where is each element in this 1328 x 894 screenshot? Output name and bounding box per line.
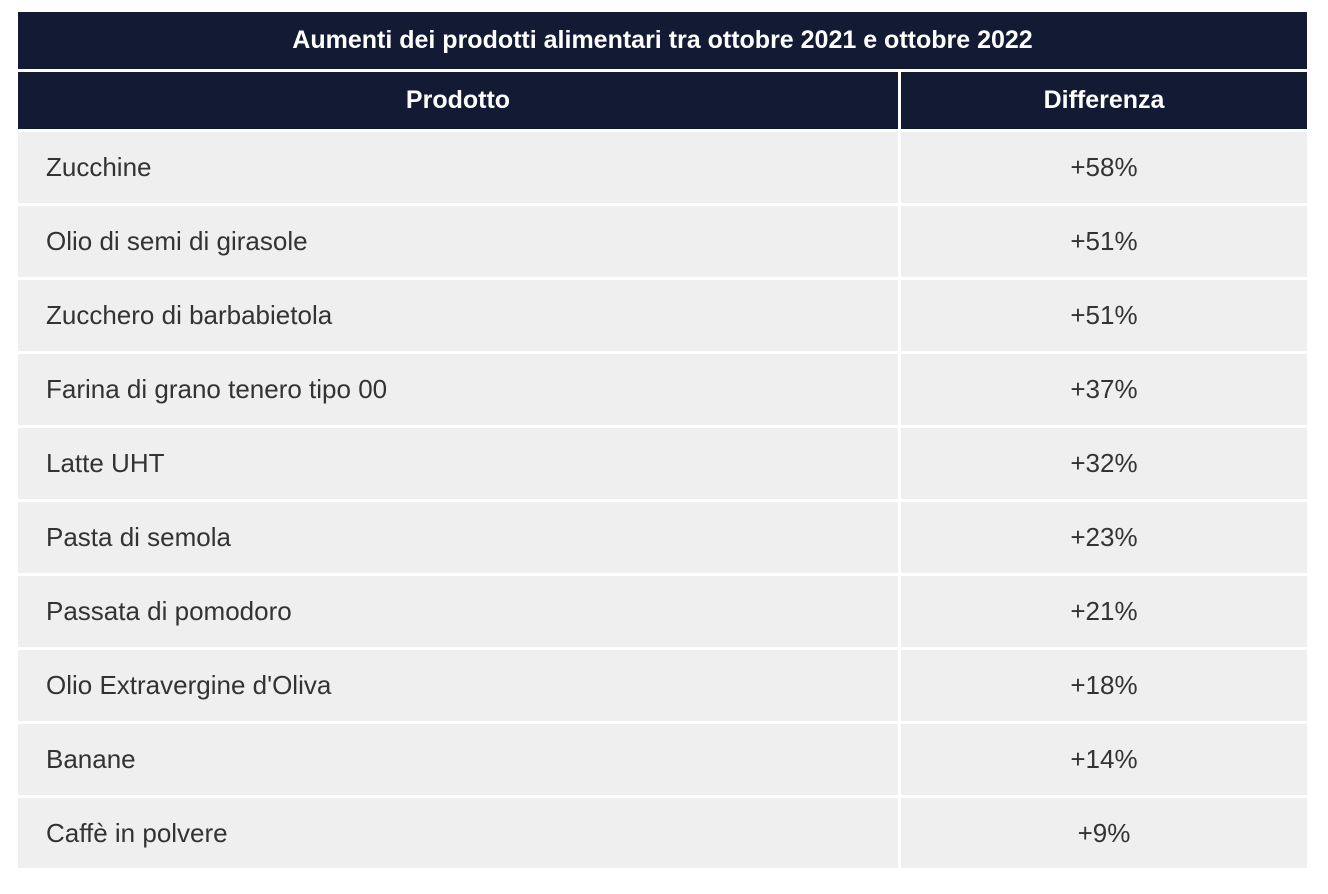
product-cell: Banane bbox=[18, 724, 898, 795]
table-row: Farina di grano tenero tipo 00 +37% bbox=[18, 354, 1307, 425]
price-increase-table: Aumenti dei prodotti alimentari tra otto… bbox=[15, 9, 1310, 871]
price-increase-table-container: Aumenti dei prodotti alimentari tra otto… bbox=[18, 12, 1307, 868]
difference-cell: +32% bbox=[901, 428, 1307, 499]
table-row: Latte UHT +32% bbox=[18, 428, 1307, 499]
product-cell: Pasta di semola bbox=[18, 502, 898, 573]
difference-cell: +9% bbox=[901, 798, 1307, 868]
product-cell: Zucchero di barbabietola bbox=[18, 280, 898, 351]
table-row: Zucchero di barbabietola +51% bbox=[18, 280, 1307, 351]
product-cell: Zucchine bbox=[18, 132, 898, 203]
table-header-row: Prodotto Differenza bbox=[18, 72, 1307, 129]
product-cell: Passata di pomodoro bbox=[18, 576, 898, 647]
table-title: Aumenti dei prodotti alimentari tra otto… bbox=[18, 12, 1307, 69]
table-body: Zucchine +58% Olio di semi di girasole +… bbox=[18, 132, 1307, 868]
difference-cell: +51% bbox=[901, 280, 1307, 351]
table-row: Zucchine +58% bbox=[18, 132, 1307, 203]
difference-cell: +23% bbox=[901, 502, 1307, 573]
difference-cell: +14% bbox=[901, 724, 1307, 795]
difference-cell: +18% bbox=[901, 650, 1307, 721]
table-title-row: Aumenti dei prodotti alimentari tra otto… bbox=[18, 12, 1307, 69]
difference-cell: +58% bbox=[901, 132, 1307, 203]
product-cell: Latte UHT bbox=[18, 428, 898, 499]
column-header-difference: Differenza bbox=[901, 72, 1307, 129]
product-cell: Olio Extravergine d'Oliva bbox=[18, 650, 898, 721]
column-header-product: Prodotto bbox=[18, 72, 898, 129]
difference-cell: +51% bbox=[901, 206, 1307, 277]
product-cell: Farina di grano tenero tipo 00 bbox=[18, 354, 898, 425]
product-cell: Caffè in polvere bbox=[18, 798, 898, 868]
table-row: Pasta di semola +23% bbox=[18, 502, 1307, 573]
table-row: Passata di pomodoro +21% bbox=[18, 576, 1307, 647]
table-row: Olio di semi di girasole +51% bbox=[18, 206, 1307, 277]
difference-cell: +21% bbox=[901, 576, 1307, 647]
table-row: Caffè in polvere +9% bbox=[18, 798, 1307, 868]
table-row: Banane +14% bbox=[18, 724, 1307, 795]
product-cell: Olio di semi di girasole bbox=[18, 206, 898, 277]
table-row: Olio Extravergine d'Oliva +18% bbox=[18, 650, 1307, 721]
difference-cell: +37% bbox=[901, 354, 1307, 425]
